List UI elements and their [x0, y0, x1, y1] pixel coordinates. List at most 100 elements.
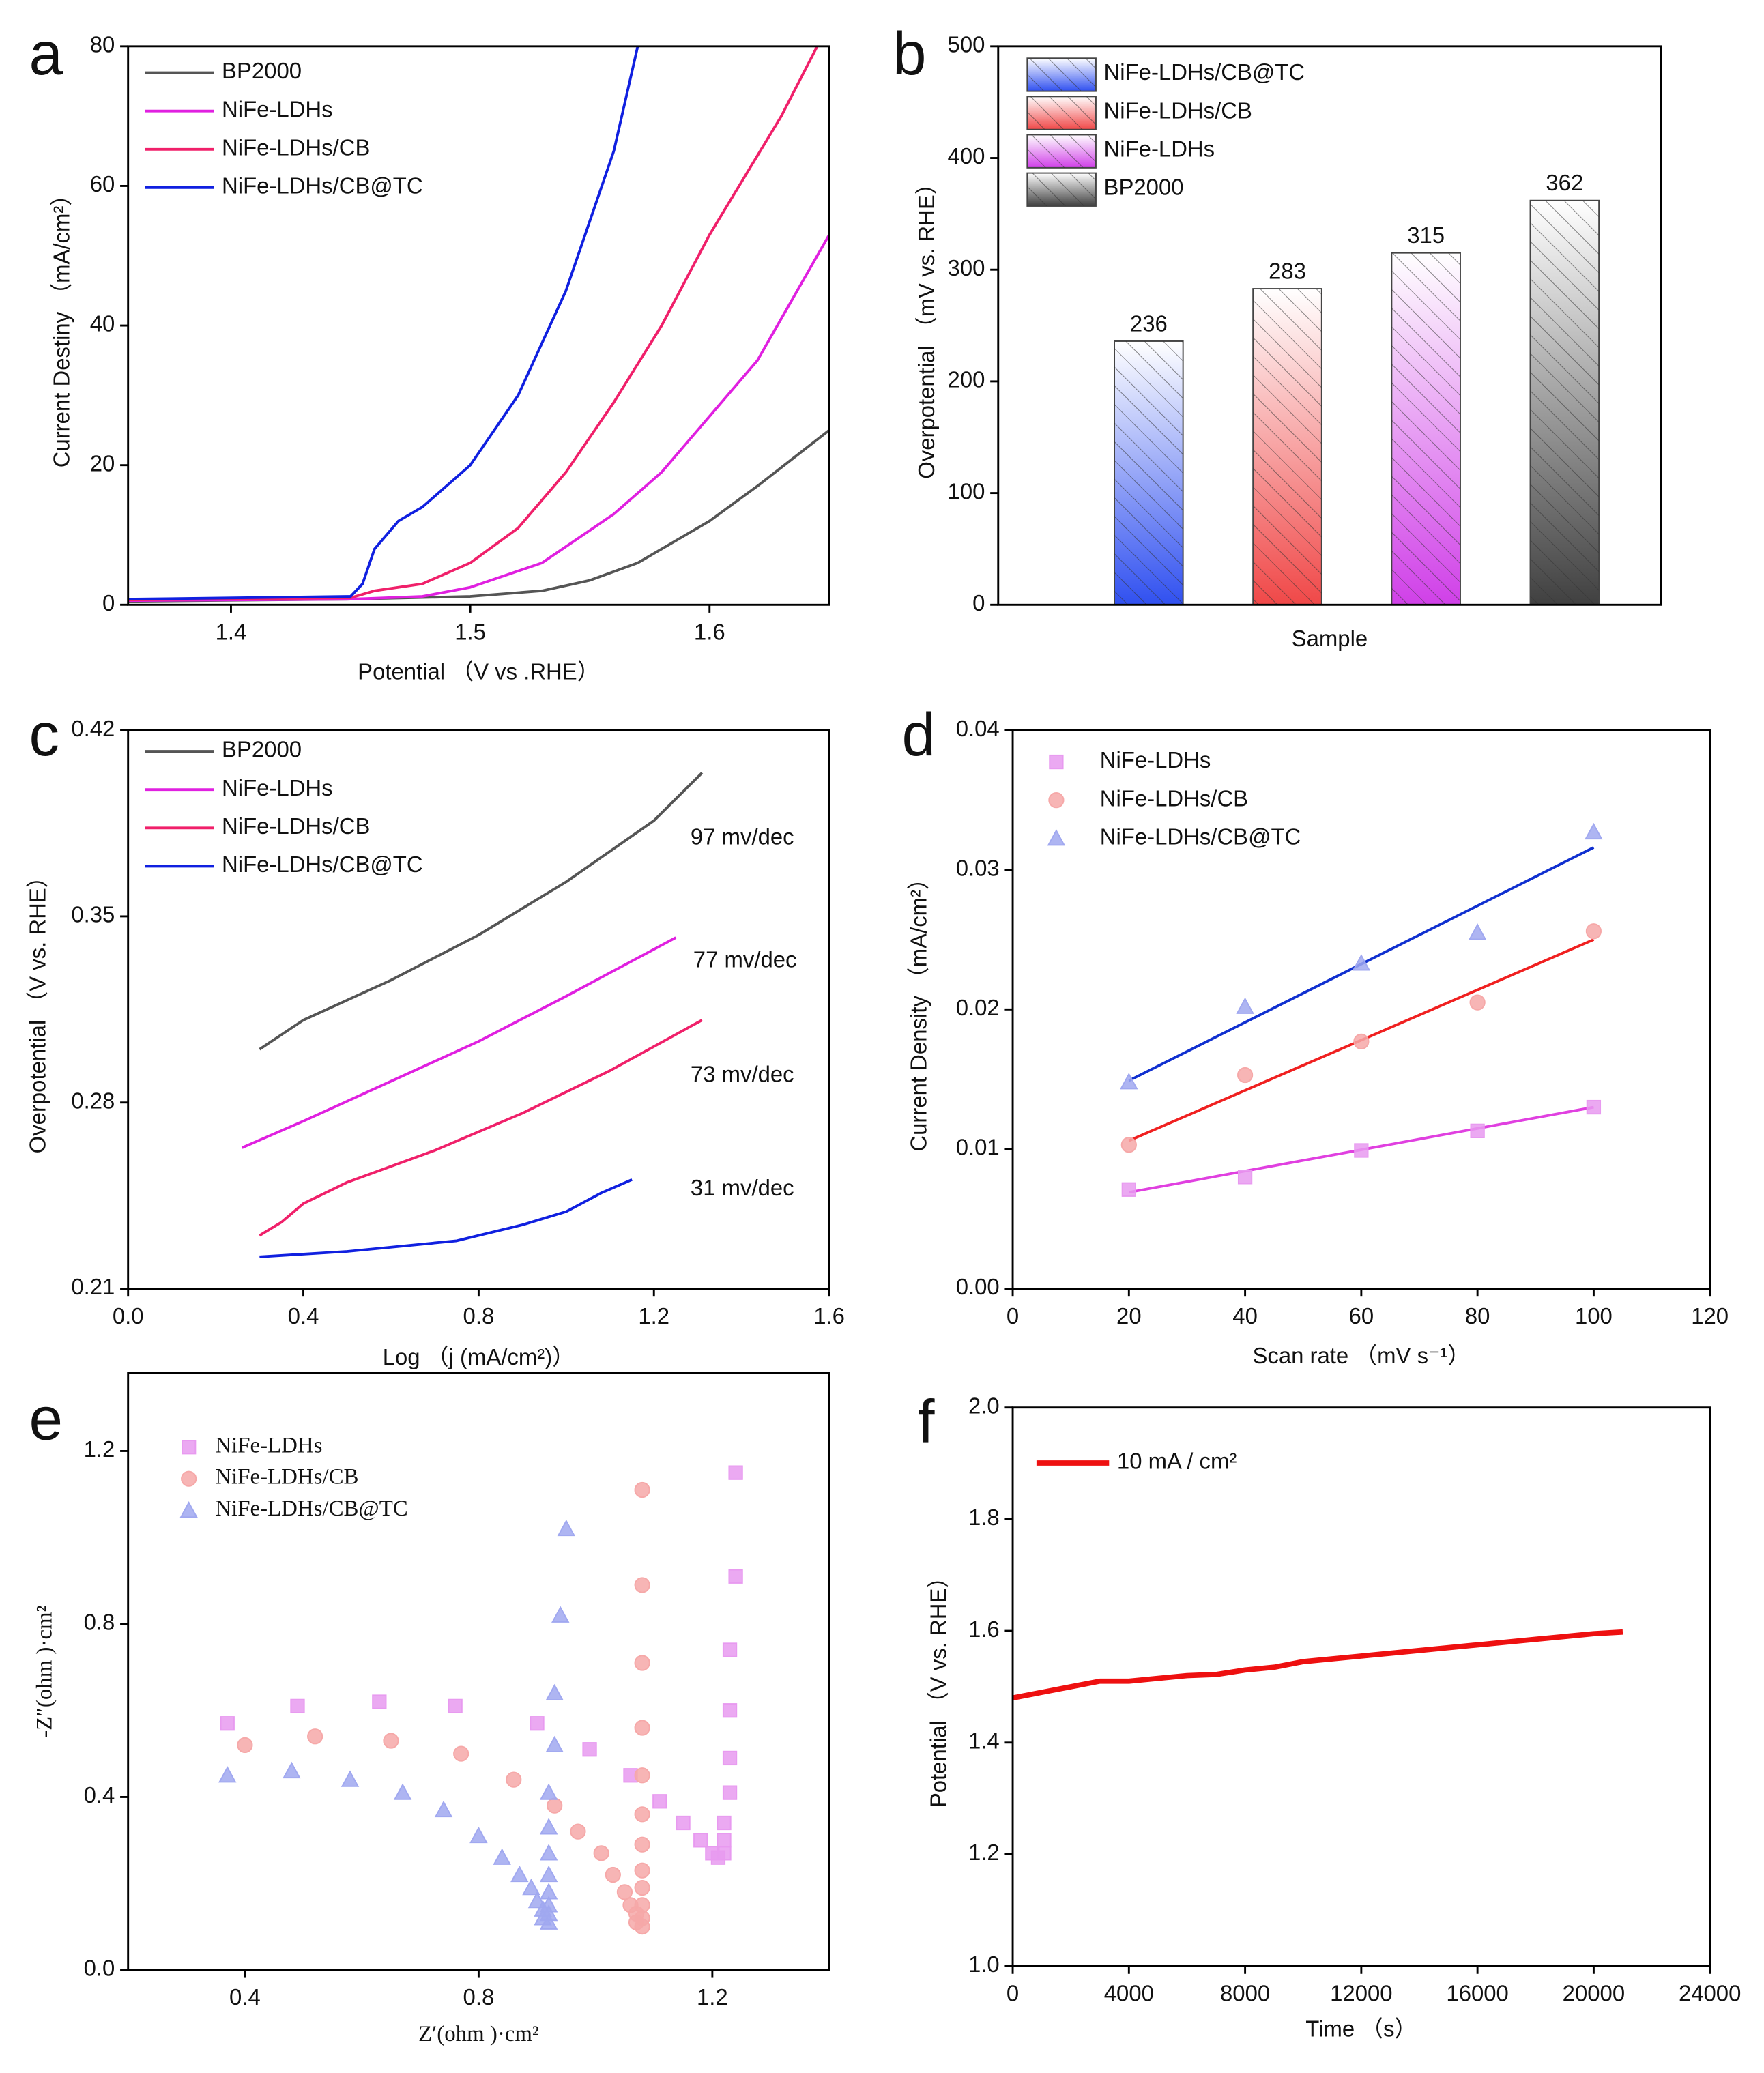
bar-hatch — [1253, 289, 1322, 605]
line — [259, 1019, 703, 1237]
legend-marker — [182, 1440, 197, 1455]
plot-frame — [1011, 1406, 1711, 1967]
y-tick-label: 400 — [948, 143, 985, 169]
x-tick-label: 4000 — [1104, 1980, 1154, 2005]
y-tick-label: 1.6 — [968, 1617, 1000, 1642]
marker — [539, 1913, 558, 1930]
line — [128, 45, 819, 602]
legend-label: 10 mA / cm² — [1117, 1449, 1237, 1474]
marker — [1237, 1067, 1254, 1084]
annotation: 97 mv/dec — [691, 824, 794, 849]
marker — [539, 1844, 558, 1861]
x-axis-label: Scan rate （mV s⁻¹） — [1252, 1343, 1470, 1368]
legend-swatch-hatch — [1027, 173, 1096, 206]
legend-marker — [179, 1501, 198, 1518]
x-tick-label: 40 — [1232, 1303, 1258, 1329]
marker — [722, 1703, 738, 1718]
y-tick-label: 1.2 — [968, 1840, 1000, 1865]
x-tick-label: 0.0 — [113, 1303, 144, 1329]
marker — [676, 1815, 691, 1831]
y-axis-label: Current Destiny （mA/cm²） — [49, 184, 74, 467]
y-tick-label: 0.8 — [84, 1610, 115, 1635]
marker — [1468, 923, 1487, 940]
legend-label: BP2000 — [1104, 174, 1184, 199]
marker — [582, 1742, 597, 1757]
marker — [557, 1519, 576, 1537]
legend-label: NiFe-LDHs/CB — [1104, 98, 1252, 123]
y-tick-label: 0 — [972, 590, 985, 615]
marker — [722, 1642, 738, 1657]
y-tick-label: 0.04 — [956, 716, 1000, 741]
marker — [1120, 1073, 1138, 1090]
y-tick-label: 1.2 — [84, 1436, 115, 1462]
bar-value-label: 283 — [1269, 259, 1306, 284]
y-tick-label: 1.0 — [968, 1952, 1000, 1977]
line — [128, 234, 830, 603]
legend-label: NiFe-LDHs — [215, 1433, 322, 1458]
y-tick-label: 0.42 — [71, 716, 115, 741]
y-tick-label: 0 — [102, 590, 115, 615]
marker — [634, 1862, 650, 1879]
marker — [539, 1865, 558, 1883]
marker — [1586, 1099, 1602, 1115]
marker — [218, 1766, 237, 1783]
panel-letter: b — [893, 19, 927, 87]
marker — [1237, 1170, 1253, 1185]
x-tick-label: 12000 — [1330, 1980, 1392, 2005]
x-tick-label: 1.6 — [694, 620, 725, 645]
y-tick-label: 0.0 — [84, 1956, 115, 1981]
x-tick-label: 120 — [1691, 1303, 1729, 1329]
plot-frame — [997, 45, 1662, 606]
marker — [634, 1897, 650, 1913]
y-tick-label: 0.00 — [956, 1274, 1000, 1299]
marker — [539, 1896, 558, 1913]
plot-frame — [127, 45, 830, 606]
line — [128, 429, 830, 603]
y-tick-label: 0.35 — [71, 902, 115, 927]
x-tick-label: 1.5 — [454, 620, 486, 645]
y-axis-label: Potential （V vs. RHE） — [925, 1566, 951, 1808]
panel-letter: f — [918, 1387, 935, 1455]
bar-value-label: 315 — [1407, 222, 1445, 248]
marker — [634, 1577, 650, 1593]
marker — [539, 1818, 558, 1835]
legend-marker — [1048, 792, 1065, 809]
marker — [237, 1737, 253, 1754]
marker — [722, 1750, 738, 1766]
marker — [717, 1833, 732, 1848]
marker — [522, 1878, 540, 1896]
y-tick-label: 40 — [90, 311, 115, 336]
marker — [634, 1655, 650, 1671]
marker — [341, 1770, 360, 1787]
marker — [539, 1904, 558, 1922]
line — [259, 1178, 633, 1258]
marker — [539, 1783, 558, 1800]
annotation: 77 mv/dec — [693, 946, 797, 972]
x-axis-label: Sample — [1292, 626, 1368, 651]
y-axis-label: Overpotential （V vs. RHE） — [25, 865, 50, 1153]
y-tick-label: 0.01 — [956, 1135, 1000, 1160]
marker — [506, 1771, 522, 1788]
legend-label: NiFe-LDHs — [1100, 747, 1211, 772]
x-tick-label: 8000 — [1220, 1980, 1270, 2005]
marker — [290, 1698, 305, 1714]
marker — [393, 1783, 412, 1800]
marker — [593, 1845, 609, 1861]
marker — [469, 1826, 488, 1844]
marker — [634, 1836, 650, 1853]
legend-label: NiFe-LDHs/CB@TC — [222, 852, 423, 877]
x-tick-label: 80 — [1465, 1303, 1490, 1329]
marker — [434, 1800, 453, 1818]
marker — [634, 1720, 650, 1736]
y-tick-label: 2.0 — [968, 1393, 1000, 1418]
marker — [307, 1728, 323, 1745]
marker — [634, 1767, 650, 1784]
bar-hatch — [1391, 252, 1460, 605]
x-tick-label: 0.8 — [463, 1984, 495, 2010]
marker — [634, 1481, 650, 1498]
bar-hatch — [1530, 200, 1600, 605]
legend-marker — [1049, 754, 1064, 770]
y-axis-label: Current Density （mA/cm²） — [906, 867, 931, 1151]
x-tick-label: 20000 — [1563, 1980, 1625, 2005]
